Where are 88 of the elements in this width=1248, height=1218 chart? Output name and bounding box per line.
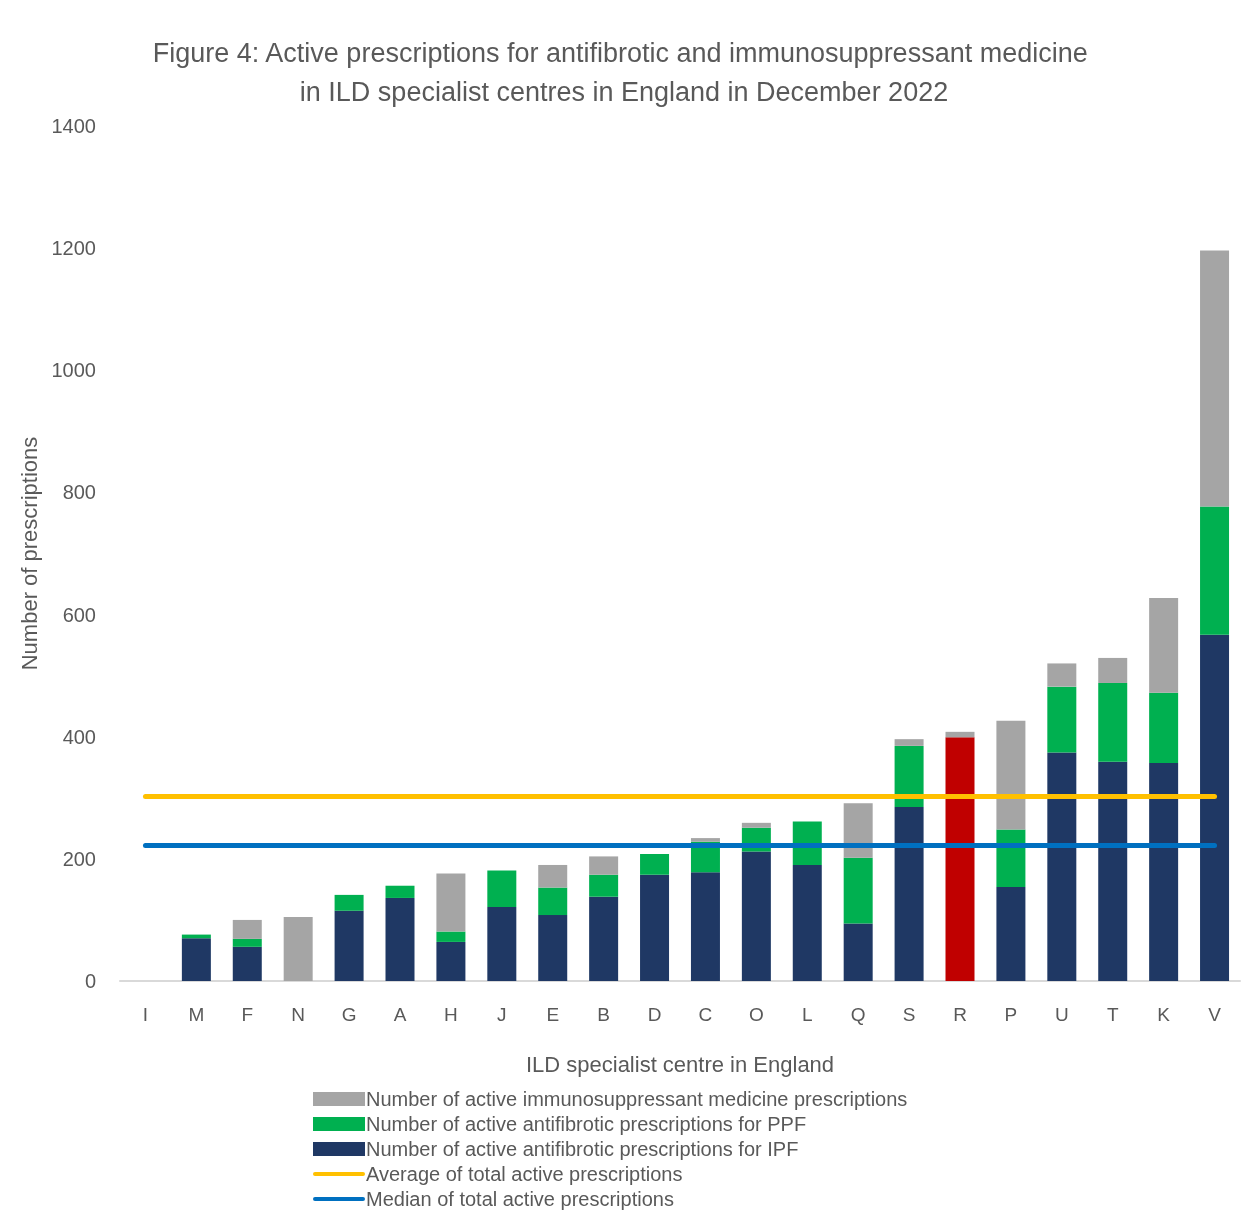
- bar: [1200, 634, 1230, 981]
- bar: [538, 864, 568, 888]
- bar: [1047, 752, 1077, 981]
- bar: [945, 731, 975, 738]
- bar: [690, 838, 720, 842]
- y-tick-label: 0: [84, 970, 96, 992]
- bar: [843, 803, 873, 858]
- x-axis-title: ILD specialist centre in England: [525, 1051, 835, 1077]
- legend-label: Number of active antifibrotic prescriptions for PPF: [366, 1113, 807, 1135]
- bar: [283, 916, 313, 981]
- bar: [996, 829, 1026, 887]
- x-tick-label: M: [188, 1004, 205, 1025]
- x-tick-label: C: [698, 1004, 713, 1025]
- y-tick-label: 1000: [51, 359, 96, 382]
- bar: [843, 923, 873, 981]
- bar: [996, 886, 1026, 981]
- bar: [1098, 761, 1128, 981]
- bar: [487, 870, 517, 908]
- bar: [589, 896, 619, 981]
- x-tick-label: I: [142, 1004, 149, 1025]
- x-tick-label: A: [393, 1004, 407, 1025]
- bar: [996, 720, 1026, 830]
- bar: [894, 745, 924, 807]
- x-tick-label: J: [497, 1004, 507, 1025]
- bar: [436, 941, 466, 981]
- bar: [232, 946, 262, 981]
- bar: [1149, 598, 1179, 693]
- x-tick-label: N: [291, 1004, 306, 1025]
- x-tick-label: B: [597, 1004, 610, 1025]
- bar: [589, 856, 619, 875]
- y-tick-label: 200: [62, 847, 96, 870]
- bar: [792, 864, 822, 981]
- x-tick-label: G: [341, 1004, 357, 1025]
- x-tick-label: D: [647, 1004, 662, 1025]
- y-axis-title: Number of prescriptions: [16, 436, 42, 671]
- legend-label: Average of total active prescriptions: [366, 1163, 683, 1185]
- bar: [232, 938, 262, 947]
- bar: [181, 938, 211, 981]
- bar: [334, 894, 364, 911]
- legend-label: Number of active immunosuppressant medicine prescriptions: [366, 1088, 908, 1110]
- x-tick-label: T: [1106, 1004, 1119, 1025]
- bar: [1098, 682, 1128, 762]
- x-tick-label: U: [1054, 1004, 1069, 1025]
- chart-title: Figure 4: Active prescriptions for antifibrotic and immunosuppressant medicine in ILD specialist centres in England in December 2022: [152, 37, 1096, 107]
- bar: [945, 737, 975, 981]
- bar: [894, 806, 924, 981]
- bar: [538, 887, 568, 916]
- bar: [843, 857, 873, 924]
- bar: [640, 853, 670, 875]
- bar: [741, 851, 771, 981]
- bar: [589, 874, 619, 897]
- bar: [436, 931, 466, 942]
- bar: [640, 874, 670, 981]
- bar: [1047, 686, 1077, 753]
- x-tick-label: H: [444, 1004, 458, 1025]
- bar: [690, 872, 720, 981]
- y-tick-label: 600: [62, 603, 96, 626]
- y-tick-label: 800: [62, 481, 96, 504]
- bar: [1047, 663, 1077, 687]
- legend-label: Number of active antifibrotic prescriptions for IPF: [366, 1138, 799, 1160]
- bar: [334, 910, 364, 981]
- bar: [1098, 657, 1128, 683]
- legend-label: Median of total active prescriptions: [366, 1188, 674, 1210]
- x-tick-label: Q: [850, 1004, 866, 1025]
- bar: [1149, 762, 1179, 981]
- bar: [741, 822, 771, 828]
- x-tick-label: R: [953, 1004, 967, 1025]
- y-tick-label: 1200: [51, 237, 96, 260]
- bar: [487, 907, 517, 981]
- bar: [894, 739, 924, 746]
- x-tick-label: K: [1157, 1004, 1171, 1025]
- x-tick-label: E: [546, 1004, 560, 1025]
- x-tick-label: S: [902, 1004, 916, 1025]
- bar: [1200, 506, 1230, 635]
- y-tick-label: 1400: [51, 115, 96, 137]
- x-tick-label: F: [241, 1004, 254, 1025]
- x-tick-label: L: [801, 1004, 813, 1025]
- bar: [538, 915, 568, 981]
- x-tick-label: P: [1004, 1004, 1018, 1025]
- bar: [1149, 692, 1179, 763]
- y-tick-label: 400: [62, 725, 96, 748]
- x-tick-label: V: [1208, 1004, 1222, 1025]
- x-tick-label: O: [748, 1004, 764, 1025]
- bar: [436, 873, 466, 932]
- bar: [232, 919, 262, 939]
- bar: [385, 897, 415, 981]
- bar: [1200, 250, 1230, 507]
- bar: [385, 885, 415, 898]
